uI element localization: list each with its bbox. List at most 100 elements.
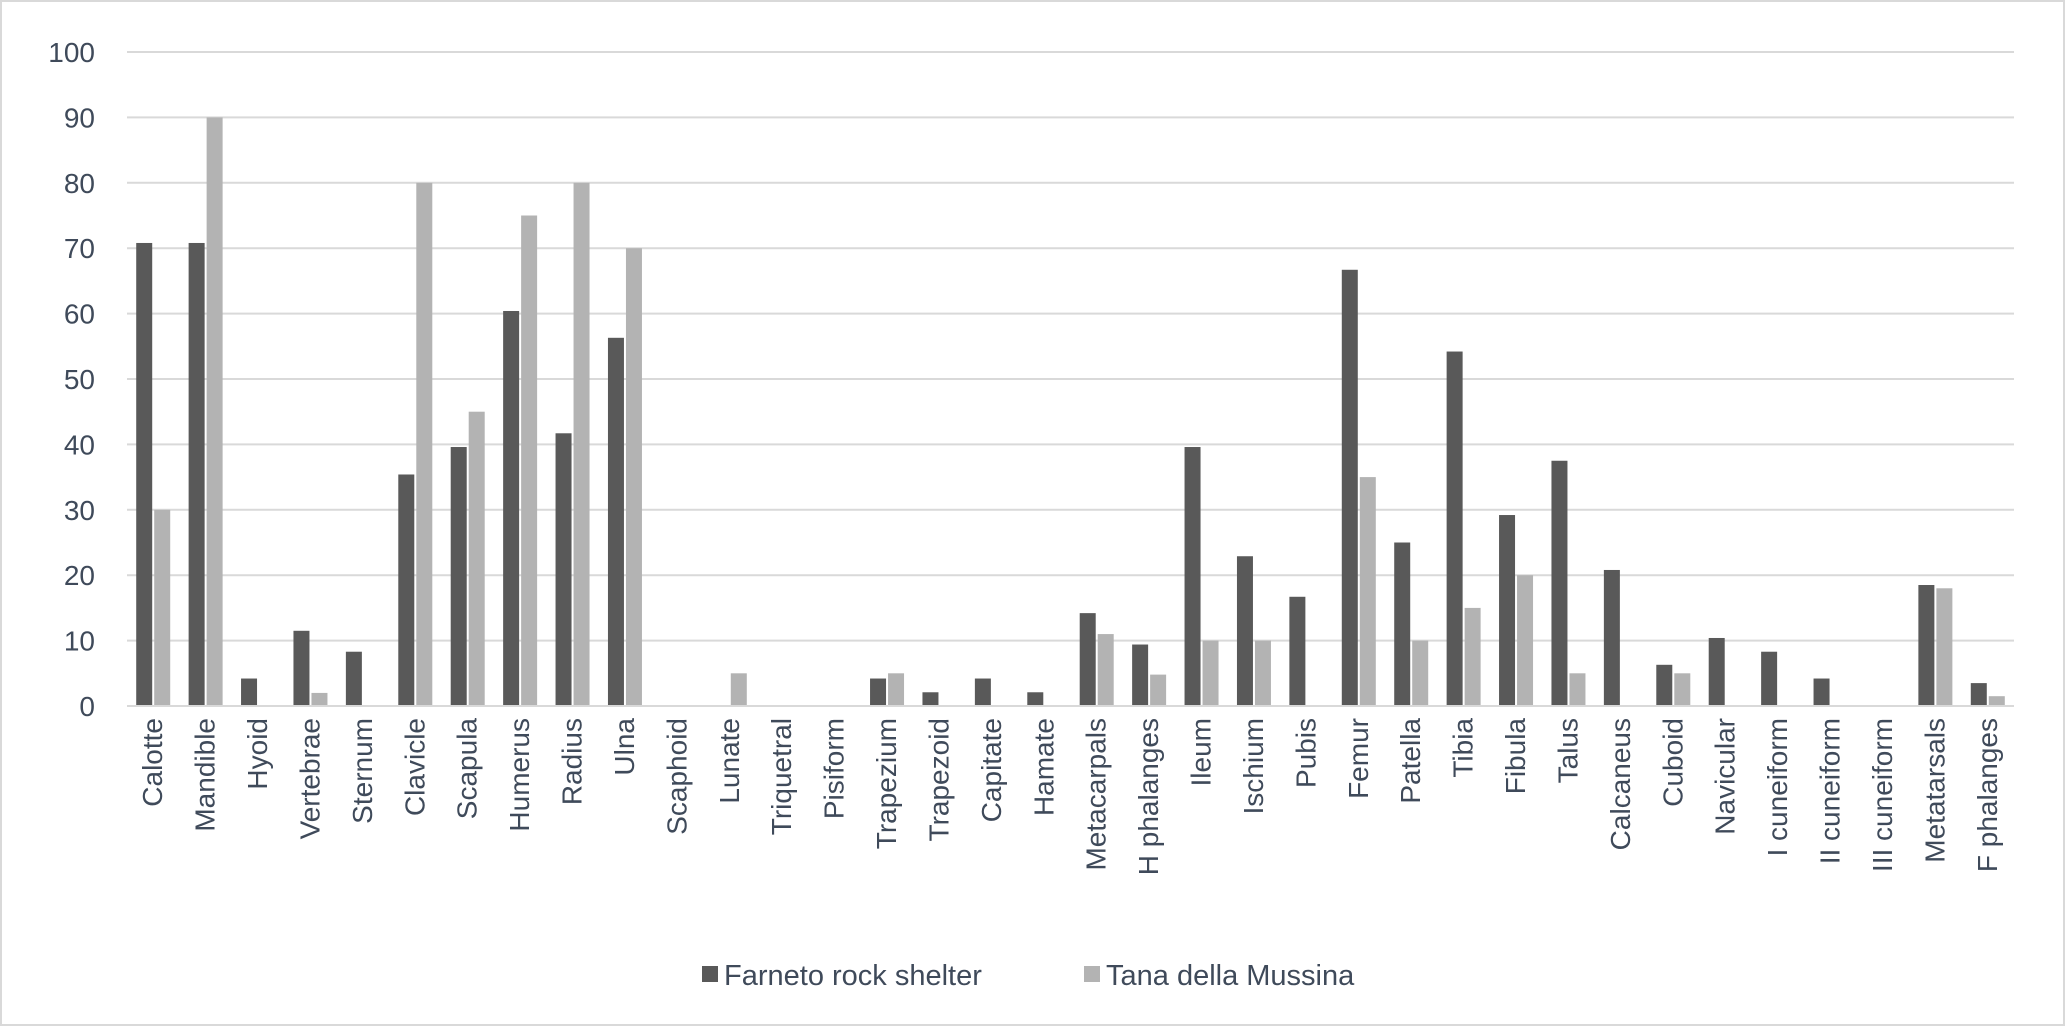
bar-mussina-talus	[1569, 673, 1586, 706]
bar-farneto-mandible	[188, 242, 205, 706]
y-tick-label: 90	[64, 102, 95, 133]
bar-farneto-sternum	[345, 651, 362, 706]
y-tick-label: 80	[64, 168, 95, 199]
x-category-label: Fibula	[1500, 718, 1531, 795]
bar-mussina-radius	[573, 182, 590, 707]
legend-swatch-farneto	[702, 966, 718, 982]
bar-mussina-fibula	[1517, 575, 1534, 706]
bar-farneto-humerus	[503, 310, 520, 706]
y-tick-label: 40	[64, 429, 95, 460]
bar-mussina-patella	[1412, 640, 1429, 706]
bar-mussina-metacarpals	[1097, 634, 1114, 706]
legend: Farneto rock shelter Tana della Mussina	[702, 960, 1355, 992]
bar-mussina-scapula	[468, 411, 485, 706]
bars	[136, 117, 2005, 707]
bar-farneto-trapezoid	[922, 692, 939, 706]
bar-mussina-cuboid	[1674, 673, 1691, 706]
bar-farneto-ii-cuneiform	[1813, 678, 1830, 706]
x-category-label: Calotte	[137, 718, 168, 807]
bar-farneto-metacarpals	[1079, 613, 1096, 706]
grid-lines	[127, 51, 2014, 642]
bar-farneto-i-cuneiform	[1761, 651, 1778, 706]
x-category-label: Hyoid	[242, 718, 273, 790]
x-category-label: Metacarpals	[1081, 718, 1112, 871]
bar-mussina-ileum	[1202, 640, 1219, 706]
bar-mussina-trapezium	[888, 673, 905, 706]
x-category-label: Humerus	[504, 718, 535, 832]
y-axis-ticks: 0 10 20 30 40 50 60 70 80 90 100	[48, 37, 95, 722]
bar-farneto-ulna	[607, 337, 624, 706]
x-category-label: Radius	[557, 718, 588, 805]
x-category-label: Hamate	[1028, 718, 1059, 816]
bar-farneto-hyoid	[241, 678, 258, 706]
y-tick-label: 60	[64, 299, 95, 330]
bar-farneto-ileum	[1184, 447, 1201, 706]
legend-label-mussina: Tana della Mussina	[1106, 960, 1355, 992]
bar-farneto-trapezium	[870, 678, 887, 706]
bar-farneto-calotte	[136, 242, 153, 706]
bar-mussina-femur	[1359, 477, 1376, 706]
x-category-label: Lunate	[714, 718, 745, 804]
x-category-label: H phalanges	[1133, 718, 1164, 875]
x-category-label: Vertebrae	[294, 718, 325, 839]
bar-farneto-cuboid	[1656, 664, 1673, 706]
bar-mussina-f-phalanges	[1988, 696, 2005, 706]
x-category-label: Metatarsals	[1919, 718, 1950, 863]
y-tick-label: 50	[64, 364, 95, 395]
bar-farneto-talus	[1551, 460, 1568, 706]
x-category-label: Calcaneus	[1605, 718, 1636, 850]
bar-farneto-hamate	[1027, 692, 1044, 706]
bar-farneto-radius	[555, 433, 572, 706]
bar-farneto-clavicle	[398, 474, 415, 706]
x-category-label: Triquetral	[766, 718, 797, 835]
bar-mussina-tibia	[1464, 607, 1481, 706]
bar-farneto-scapula	[450, 447, 467, 706]
bar-farneto-ischium	[1236, 556, 1253, 706]
bar-mussina-mandible	[206, 117, 223, 706]
bar-mussina-calotte	[154, 509, 171, 706]
x-category-label: II cuneiform	[1815, 718, 1846, 864]
y-tick-label: 20	[64, 560, 95, 591]
bar-farneto-fibula	[1499, 515, 1516, 706]
bar-mussina-vertebrae	[311, 692, 328, 706]
x-axis-category-labels: Calotte Mandible Hyoid Vertebrae Sternum Clav…	[137, 718, 2003, 876]
x-category-label: Mandible	[190, 718, 221, 832]
y-tick-label: 10	[64, 626, 95, 657]
bar-mussina-h-phalanges	[1150, 674, 1167, 706]
x-category-label: Ischium	[1238, 718, 1269, 814]
bar-farneto-patella	[1394, 542, 1411, 706]
bar-mussina-humerus	[521, 215, 538, 706]
bar-farneto-tibia	[1446, 351, 1463, 706]
legend-swatch-mussina	[1084, 966, 1100, 982]
bar-mussina-ischium	[1254, 640, 1271, 706]
x-category-label: III cuneiform	[1867, 718, 1898, 872]
bar-mussina-clavicle	[416, 182, 433, 707]
y-tick-label: 70	[64, 233, 95, 264]
x-category-label: Navicular	[1710, 718, 1741, 835]
x-category-label: Capitate	[976, 718, 1007, 822]
x-category-label: Ileum	[1186, 718, 1217, 786]
x-category-label: Talus	[1552, 718, 1583, 783]
x-category-label: Trapezium	[871, 718, 902, 849]
x-category-label: Pubis	[1290, 718, 1321, 788]
x-category-label: Pisiform	[819, 718, 850, 819]
x-category-label: Patella	[1395, 718, 1426, 804]
x-category-label: Sternum	[347, 718, 378, 824]
bar-farneto-femur	[1341, 269, 1358, 706]
y-tick-label: 30	[64, 495, 95, 526]
x-category-label: Trapezoid	[923, 718, 954, 841]
bar-farneto-calcaneus	[1603, 569, 1620, 706]
y-tick-label: 0	[79, 691, 95, 722]
x-category-label: I cuneiform	[1762, 718, 1793, 857]
bar-farneto-h-phalanges	[1132, 644, 1149, 706]
x-category-label: Cuboid	[1657, 718, 1688, 807]
bar-farneto-capitate	[974, 678, 991, 706]
bar-farneto-vertebrae	[293, 630, 310, 706]
x-category-label: F phalanges	[1972, 718, 2003, 872]
bar-farneto-pubis	[1289, 596, 1306, 706]
y-tick-label: 100	[48, 37, 95, 68]
bar-mussina-metatarsals	[1936, 588, 1953, 706]
bar-farneto-metatarsals	[1918, 585, 1935, 706]
